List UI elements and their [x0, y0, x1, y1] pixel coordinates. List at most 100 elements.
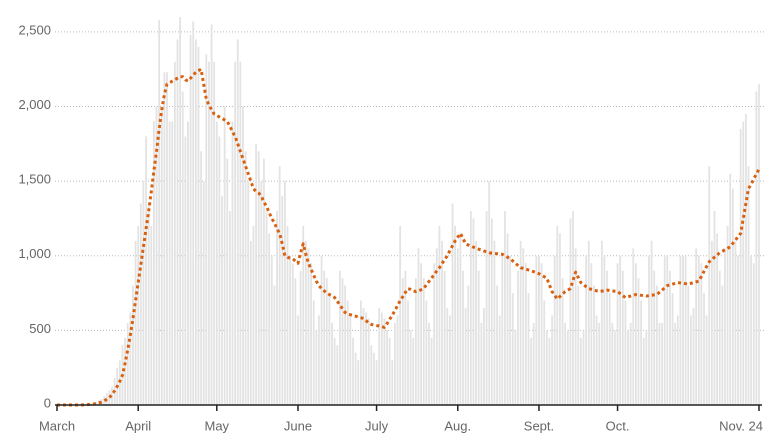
bar	[451, 203, 454, 405]
bar	[142, 181, 145, 405]
bar	[163, 72, 166, 405]
bar	[498, 315, 501, 405]
x-tick-label: April	[125, 418, 151, 433]
bar	[716, 233, 718, 405]
bar	[150, 225, 153, 405]
bar	[349, 315, 352, 405]
bar	[705, 315, 708, 405]
bar	[409, 330, 412, 405]
bar	[648, 255, 650, 405]
bar	[663, 255, 666, 405]
bar	[506, 233, 509, 405]
bar	[708, 166, 711, 405]
bar	[509, 255, 512, 405]
bar	[124, 337, 127, 405]
bar	[679, 255, 682, 405]
bar	[493, 240, 496, 405]
bar	[459, 233, 462, 405]
bar	[236, 39, 239, 406]
bar	[750, 255, 753, 405]
bar	[223, 106, 226, 406]
bar	[202, 181, 205, 405]
bar	[302, 225, 305, 405]
bar	[299, 270, 302, 405]
bar	[595, 315, 598, 405]
bar	[328, 293, 331, 405]
bar	[632, 248, 635, 405]
bar	[386, 330, 388, 405]
bar	[645, 330, 648, 405]
bar	[422, 278, 425, 405]
bar	[564, 322, 567, 405]
bar	[496, 285, 498, 405]
bar	[462, 270, 464, 405]
bar	[362, 308, 365, 405]
bar	[676, 315, 679, 405]
bar	[428, 322, 430, 405]
bar	[511, 293, 514, 405]
bar	[270, 255, 273, 405]
bar	[268, 233, 271, 405]
bar	[192, 21, 195, 405]
bar	[213, 61, 216, 406]
bar	[726, 225, 729, 405]
bar	[341, 278, 344, 405]
x-tick-label: July	[365, 418, 389, 433]
bar	[758, 84, 760, 406]
bar	[598, 322, 601, 405]
bar	[742, 121, 745, 405]
bar	[522, 248, 525, 405]
bar	[569, 218, 572, 405]
bar	[139, 203, 142, 405]
bar	[200, 151, 202, 405]
bar	[755, 91, 758, 405]
bar	[684, 255, 687, 405]
bar	[359, 300, 362, 405]
bar	[731, 188, 734, 405]
x-tick-label: Aug.	[444, 418, 471, 433]
bar	[352, 337, 354, 405]
bar	[689, 315, 692, 405]
bar	[297, 315, 299, 405]
bar	[538, 255, 540, 405]
bar	[577, 285, 580, 405]
bar	[671, 293, 674, 405]
bar	[600, 240, 603, 405]
bar	[608, 293, 611, 405]
bar	[312, 300, 315, 405]
bar	[490, 218, 493, 405]
bar	[247, 181, 250, 405]
bar	[695, 248, 698, 405]
bar	[231, 121, 234, 405]
bar	[331, 322, 333, 405]
bar	[650, 240, 653, 405]
bar	[171, 121, 174, 405]
bar	[517, 270, 519, 405]
y-tick-label: 0	[44, 395, 51, 410]
bar	[147, 203, 150, 405]
bar	[527, 293, 530, 405]
bar	[315, 330, 318, 405]
bar	[721, 285, 724, 405]
bar	[228, 211, 231, 405]
bar	[153, 121, 155, 405]
bar	[396, 315, 399, 405]
bar	[739, 128, 742, 405]
bar	[181, 91, 184, 405]
bar	[346, 300, 349, 405]
bar	[658, 322, 661, 405]
bar	[412, 337, 415, 405]
y-tick-label: 1,000	[18, 246, 51, 261]
bar	[226, 158, 229, 405]
bar	[383, 318, 386, 405]
bar	[449, 315, 451, 405]
bar	[655, 285, 658, 405]
bar	[370, 345, 373, 405]
bar	[184, 136, 187, 405]
bar	[532, 322, 535, 405]
bar	[166, 72, 168, 405]
bar	[103, 396, 106, 405]
bar	[472, 218, 475, 405]
bar	[737, 255, 739, 405]
